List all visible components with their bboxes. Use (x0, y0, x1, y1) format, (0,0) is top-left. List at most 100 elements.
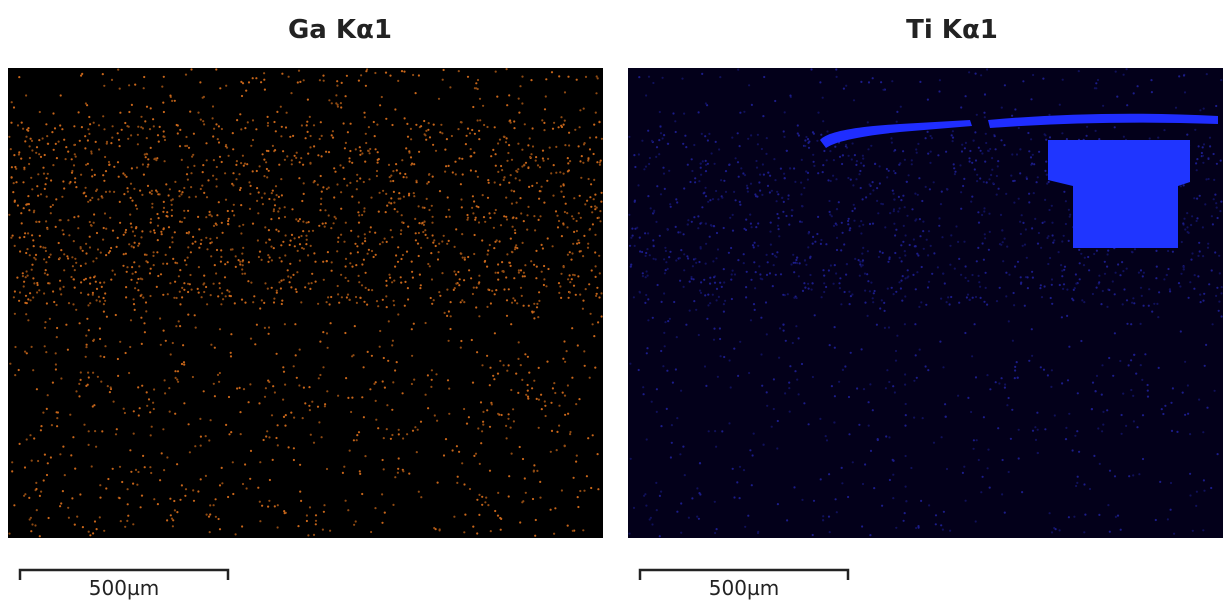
signal-dot (1117, 263, 1119, 265)
signal-dot (315, 514, 317, 516)
signal-dot (709, 277, 711, 279)
signal-dot (655, 221, 657, 223)
signal-dot (44, 321, 46, 323)
signal-dot (579, 160, 581, 162)
signal-dot (336, 85, 338, 87)
signal-dot (996, 300, 998, 302)
signal-dot (1068, 240, 1070, 242)
signal-dot (201, 296, 203, 298)
signal-dot (230, 333, 232, 335)
signal-dot (633, 507, 635, 509)
signal-dot (1008, 471, 1010, 473)
signal-dot (645, 166, 647, 168)
signal-dot (157, 275, 159, 277)
signal-dot (593, 179, 595, 181)
signal-dot (850, 295, 852, 297)
signal-dot (698, 334, 700, 336)
signal-dot (645, 252, 647, 254)
signal-dot (478, 275, 480, 277)
signal-dot (1028, 193, 1030, 195)
signal-dot (562, 392, 564, 394)
signal-dot (58, 242, 60, 244)
signal-dot (999, 287, 1001, 289)
signal-dot (278, 230, 280, 232)
signal-dot (750, 183, 752, 185)
signal-dot (257, 212, 259, 214)
signal-dot (29, 292, 31, 294)
signal-dot (1123, 74, 1125, 76)
signal-dot (130, 319, 132, 321)
signal-dot (1161, 408, 1163, 410)
signal-dot (337, 395, 339, 397)
signal-dot (494, 212, 496, 214)
signal-dot (961, 144, 963, 146)
signal-dot (558, 126, 560, 128)
signal-dot (151, 426, 153, 428)
signal-dot (505, 197, 507, 199)
signal-dot (42, 167, 44, 169)
signal-dot (935, 514, 937, 516)
signal-dot (847, 220, 849, 222)
signal-dot (1151, 311, 1153, 313)
signal-dot (255, 128, 257, 130)
signal-dot (277, 210, 279, 212)
signal-dot (311, 273, 313, 275)
signal-dot (85, 195, 87, 197)
signal-dot (38, 153, 40, 155)
signal-dot (910, 467, 912, 469)
signal-dot (523, 164, 525, 166)
signal-dot (508, 475, 510, 477)
signal-dot (925, 137, 927, 139)
signal-dot (707, 201, 709, 203)
signal-dot (35, 221, 37, 223)
signal-dot (159, 479, 161, 481)
signal-dot (1004, 387, 1006, 389)
signal-dot (140, 506, 142, 508)
signal-dot (913, 417, 915, 419)
signal-dot (721, 430, 723, 432)
signal-dot (368, 178, 370, 180)
signal-dot (192, 489, 194, 491)
signal-dot (13, 504, 15, 506)
signal-dot (106, 143, 108, 145)
signal-dot (216, 237, 218, 239)
signal-dot (536, 306, 538, 308)
signal-dot (1220, 160, 1222, 162)
signal-dot (219, 484, 221, 486)
signal-dot (834, 347, 836, 349)
signal-dot (1179, 285, 1181, 287)
signal-dot (1058, 251, 1060, 253)
signal-dot (336, 80, 338, 82)
signal-dot (430, 386, 432, 388)
signal-dot (509, 262, 511, 264)
signal-dot (142, 297, 144, 299)
signal-dot (397, 246, 399, 248)
signal-dot (849, 227, 851, 229)
signal-dot (849, 229, 851, 231)
signal-dot (1042, 222, 1044, 224)
signal-dot (902, 275, 904, 277)
signal-dot (144, 120, 146, 122)
signal-dot (705, 223, 707, 225)
signal-dot (485, 497, 487, 499)
signal-dot (586, 475, 588, 477)
signal-dot (83, 279, 85, 281)
signal-dot (377, 151, 379, 153)
signal-dot (838, 381, 840, 383)
signal-dot (978, 281, 980, 283)
signal-dot (834, 326, 836, 328)
signal-dot (788, 224, 790, 226)
signal-dot (862, 155, 864, 157)
signal-dot (1188, 297, 1190, 299)
signal-dot (93, 213, 95, 215)
signal-dot (743, 111, 745, 113)
signal-dot (700, 292, 702, 294)
signal-dot (361, 284, 363, 286)
signal-dot (110, 279, 112, 281)
signal-dot (1039, 287, 1041, 289)
signal-dot (876, 324, 878, 326)
signal-dot (830, 180, 832, 182)
signal-dot (140, 236, 142, 238)
signal-dot (386, 404, 388, 406)
signal-dot (31, 460, 33, 462)
